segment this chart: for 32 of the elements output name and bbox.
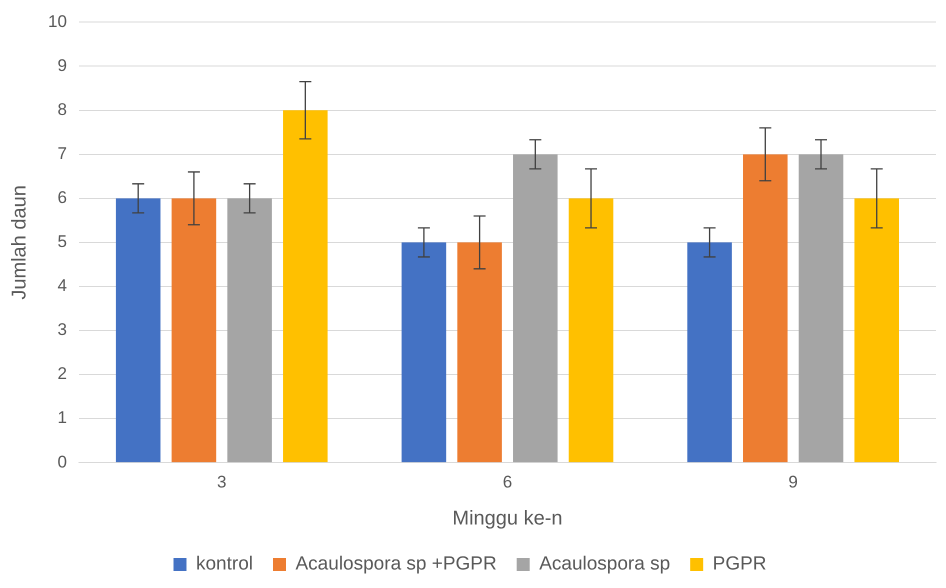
y-tick-label: 10 (48, 12, 67, 31)
bar (283, 110, 328, 462)
bar (687, 242, 732, 462)
y-tick-label: 8 (57, 100, 67, 119)
bar (172, 198, 216, 462)
bar (116, 198, 160, 462)
x-tick-label: 6 (502, 472, 512, 492)
legend-label: Acaulospora sp +PGPR (296, 554, 497, 575)
y-tick-label: 0 (57, 452, 67, 472)
bar (798, 154, 844, 462)
legend-label: kontrol (196, 554, 254, 575)
bar (457, 242, 502, 462)
bar (402, 242, 446, 462)
bar (743, 154, 788, 462)
y-axis-title: Jumlah daun (8, 185, 31, 300)
legend-label: PGPR (712, 554, 767, 575)
y-tick-label: 9 (57, 56, 67, 75)
y-tick-label: 4 (57, 276, 67, 296)
legend-label: Acaulospora sp (539, 554, 670, 575)
x-tick-label: 3 (217, 472, 226, 492)
bar (568, 198, 614, 462)
y-tick-label: 7 (57, 144, 67, 164)
bar (513, 154, 558, 462)
x-tick-label: 9 (788, 472, 798, 492)
bar (227, 198, 272, 462)
y-tick-label: 6 (57, 188, 67, 208)
y-tick-label: 5 (57, 232, 67, 252)
y-tick-label: 2 (57, 364, 67, 384)
y-tick-label: 3 (57, 320, 67, 340)
bar (854, 198, 899, 462)
x-axis-title: Minggu ke-n (452, 508, 562, 530)
y-tick-label: 1 (57, 408, 67, 428)
